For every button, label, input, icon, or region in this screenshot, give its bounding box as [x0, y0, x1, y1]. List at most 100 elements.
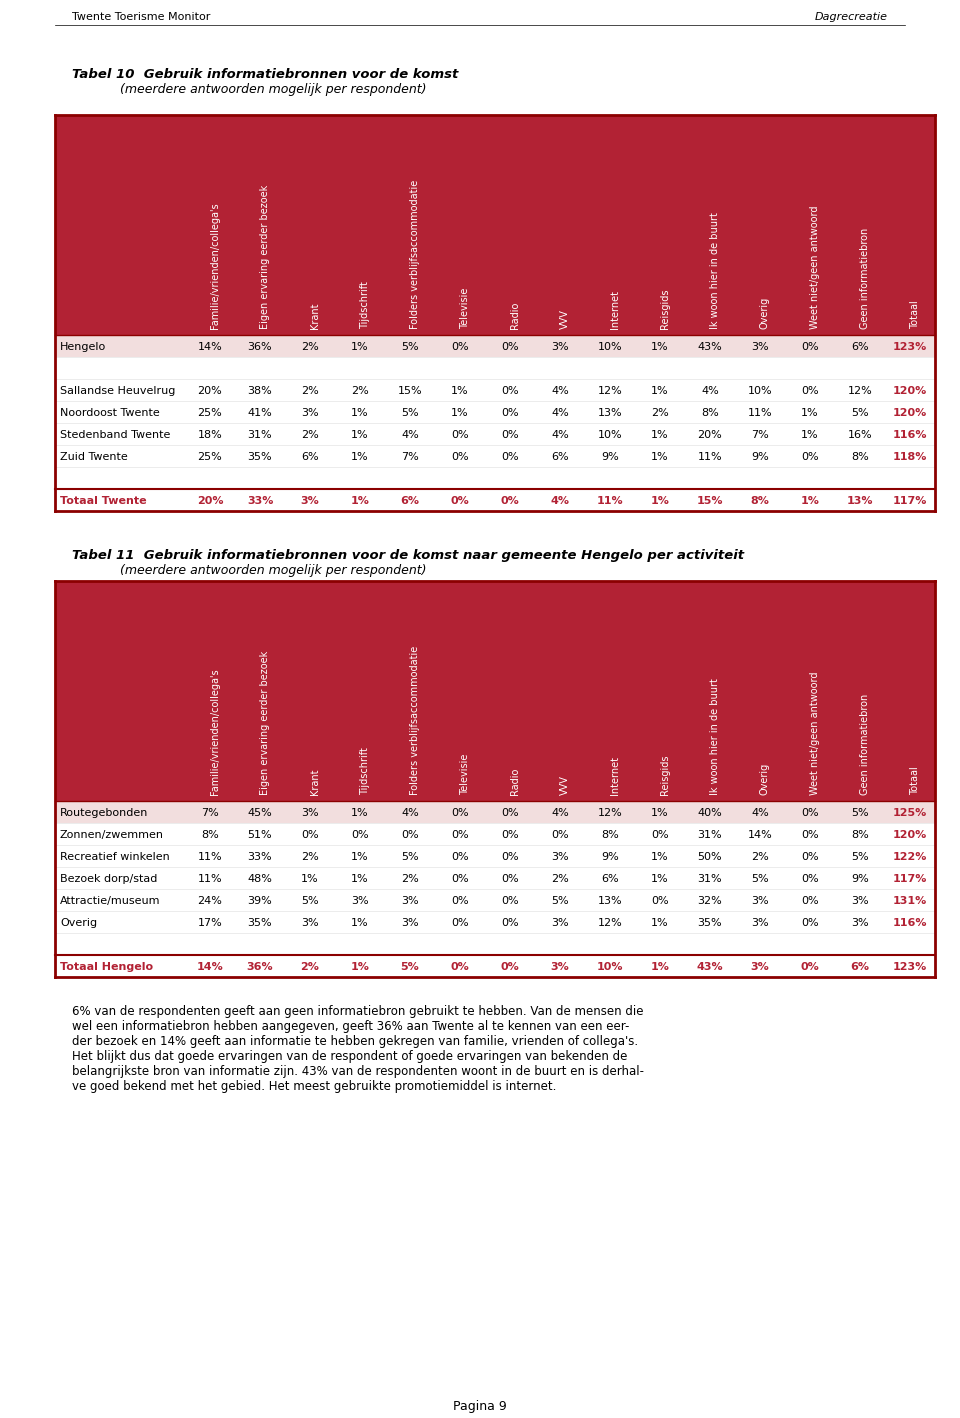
Text: 13%: 13% [847, 496, 874, 506]
Text: Weet niet/geen antwoord: Weet niet/geen antwoord [810, 206, 820, 329]
Text: 2%: 2% [301, 342, 319, 352]
Text: Overig: Overig [60, 917, 97, 927]
Text: 4%: 4% [401, 430, 419, 440]
Text: 1%: 1% [801, 496, 820, 506]
Text: 131%: 131% [893, 896, 927, 906]
Text: Sallandse Heuvelrug: Sallandse Heuvelrug [60, 386, 176, 396]
Text: Geen informatiebron: Geen informatiebron [860, 228, 870, 329]
Text: 1%: 1% [351, 452, 369, 462]
Text: 14%: 14% [748, 830, 773, 839]
Text: 3%: 3% [401, 896, 419, 906]
Text: 12%: 12% [598, 386, 622, 396]
Text: 1%: 1% [651, 342, 669, 352]
Text: 45%: 45% [248, 808, 273, 818]
Text: Het blijkt dus dat goede ervaringen van de respondent of goede ervaringen van be: Het blijkt dus dat goede ervaringen van … [72, 1049, 628, 1064]
Text: 120%: 120% [893, 386, 927, 396]
Text: Recreatief winkelen: Recreatief winkelen [60, 852, 170, 862]
Text: 4%: 4% [701, 386, 719, 396]
Text: Ik woon hier in de buurt: Ik woon hier in de buurt [710, 213, 720, 329]
Text: 1%: 1% [651, 386, 669, 396]
Text: 20%: 20% [197, 496, 224, 506]
Text: Internet: Internet [610, 291, 620, 329]
Text: 3%: 3% [301, 408, 319, 418]
Text: 4%: 4% [401, 808, 419, 818]
Text: 0%: 0% [501, 408, 518, 418]
Bar [55, 954, 935, 977]
Bar [55, 845, 935, 866]
Text: 13%: 13% [598, 408, 622, 418]
Text: 8%: 8% [701, 408, 719, 418]
Text: Krant: Krant [310, 769, 320, 795]
Text: 0%: 0% [451, 808, 468, 818]
Bar [55, 401, 935, 423]
Text: 0%: 0% [802, 342, 819, 352]
Text: 4%: 4% [551, 808, 569, 818]
Text: Overig: Overig [760, 296, 770, 329]
Text: 11%: 11% [597, 496, 623, 506]
Text: 116%: 116% [893, 430, 927, 440]
Text: 1%: 1% [651, 808, 669, 818]
Text: ve goed bekend met het gebied. Het meest gebruikte promotiemiddel is internet.: ve goed bekend met het gebied. Het meest… [72, 1081, 557, 1093]
Text: 17%: 17% [198, 917, 223, 927]
Text: 36%: 36% [248, 342, 273, 352]
Text: 3%: 3% [551, 961, 569, 971]
Text: 3%: 3% [551, 342, 569, 352]
Text: 0%: 0% [451, 896, 468, 906]
Bar [55, 889, 935, 910]
Text: 3%: 3% [401, 917, 419, 927]
Bar [55, 423, 935, 445]
Text: 50%: 50% [698, 852, 722, 862]
Text: 3%: 3% [751, 961, 769, 971]
Text: 0%: 0% [450, 961, 469, 971]
Text: 8%: 8% [202, 830, 219, 839]
Text: 3%: 3% [852, 896, 869, 906]
Text: (meerdere antwoorden mogelijk per respondent): (meerdere antwoorden mogelijk per respon… [120, 564, 426, 577]
Text: 2%: 2% [301, 852, 319, 862]
Text: 51%: 51% [248, 830, 273, 839]
Text: 3%: 3% [751, 896, 769, 906]
Text: 35%: 35% [698, 917, 722, 927]
Text: Televisie: Televisie [460, 288, 470, 329]
Text: 35%: 35% [248, 452, 273, 462]
Text: 5%: 5% [301, 896, 319, 906]
Text: der bezoek en 14% geeft aan informatie te hebben gekregen van familie, vrienden : der bezoek en 14% geeft aan informatie t… [72, 1035, 638, 1048]
Text: Zonnen/zwemmen: Zonnen/zwemmen [60, 830, 164, 839]
Text: Familie/vrienden/collega's: Familie/vrienden/collega's [210, 668, 220, 795]
Text: 0%: 0% [802, 852, 819, 862]
Bar [55, 866, 935, 889]
Text: 118%: 118% [893, 452, 927, 462]
Text: 4%: 4% [551, 430, 569, 440]
Text: 2%: 2% [401, 873, 419, 883]
Text: 41%: 41% [248, 408, 273, 418]
Text: 6%: 6% [301, 452, 319, 462]
Text: 6%: 6% [400, 496, 420, 506]
Text: Stedenband Twente: Stedenband Twente [60, 430, 170, 440]
Text: 0%: 0% [500, 961, 519, 971]
Text: 43%: 43% [697, 961, 723, 971]
Bar [55, 581, 935, 801]
Text: Radio: Radio [510, 302, 520, 329]
Text: Noordoost Twente: Noordoost Twente [60, 408, 159, 418]
Text: 10%: 10% [748, 386, 772, 396]
Text: 5%: 5% [751, 873, 769, 883]
Text: Weet niet/geen antwoord: Weet niet/geen antwoord [810, 672, 820, 795]
Text: Zuid Twente: Zuid Twente [60, 452, 128, 462]
Text: 9%: 9% [751, 452, 769, 462]
Text: 0%: 0% [501, 896, 518, 906]
Text: 1%: 1% [651, 452, 669, 462]
Text: 3%: 3% [300, 496, 320, 506]
Text: 7%: 7% [751, 430, 769, 440]
Text: Reisgids: Reisgids [660, 288, 670, 329]
Text: 0%: 0% [450, 496, 469, 506]
Text: 0%: 0% [501, 342, 518, 352]
Text: 1%: 1% [451, 386, 468, 396]
Text: 3%: 3% [551, 917, 569, 927]
Text: 10%: 10% [598, 342, 622, 352]
Text: 4%: 4% [551, 408, 569, 418]
Text: 1%: 1% [351, 430, 369, 440]
Text: 1%: 1% [651, 852, 669, 862]
Text: 16%: 16% [848, 430, 873, 440]
Text: 14%: 14% [197, 961, 224, 971]
Text: 12%: 12% [598, 917, 622, 927]
Text: 0%: 0% [401, 830, 419, 839]
